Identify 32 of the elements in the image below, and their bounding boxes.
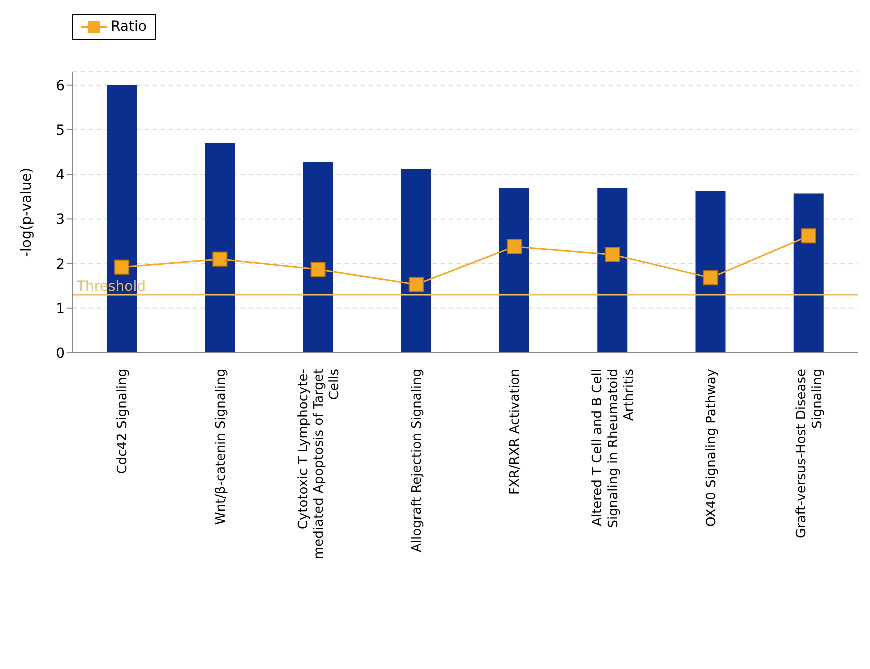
y-tick-label: 5 — [56, 122, 65, 139]
y-tick-label: 4 — [56, 168, 66, 184]
point — [114, 260, 130, 275]
y-tick-label: 6 — [56, 78, 66, 94]
point — [703, 270, 718, 286]
bar — [205, 143, 236, 353]
point — [310, 262, 326, 278]
bar — [794, 194, 824, 353]
x-tick-label: FXR/RXR Activation — [508, 369, 524, 495]
point — [408, 277, 424, 292]
y-tick-label: 1 — [56, 301, 65, 318]
point — [605, 247, 620, 262]
legend-label: Ratio — [110, 19, 147, 35]
bar — [500, 188, 530, 353]
x-tick-label: Wnt/β-catenin Signaling — [214, 369, 229, 526]
x-tick-label: OX40 Signaling Pathway — [704, 368, 720, 527]
x-tick-label: Cdc42 Signaling — [116, 369, 131, 474]
y-tick-label: 3 — [56, 212, 65, 228]
point — [801, 228, 816, 244]
x-tick-label: Cytotoxic T Lymphocyte-mediated Apoptosis of Target Cells — [296, 368, 342, 560]
x-tick-label: Altered T Cell and B Cell Signaling in Rheumatoid Arthritis — [590, 368, 637, 528]
bar — [696, 191, 726, 353]
bar — [598, 188, 628, 353]
bar — [303, 162, 334, 353]
x-tick-label: Graft-versus-Host Disease Signaling — [794, 369, 826, 539]
y-tick-label: 0 — [56, 346, 65, 362]
x-tick-label: Allograft Rejection Signaling — [410, 369, 425, 552]
bar — [401, 169, 432, 353]
point — [212, 252, 228, 267]
point — [507, 239, 522, 254]
y-tick-label: 2 — [56, 256, 65, 273]
y-axis-title: -log(p-value) — [18, 168, 35, 258]
